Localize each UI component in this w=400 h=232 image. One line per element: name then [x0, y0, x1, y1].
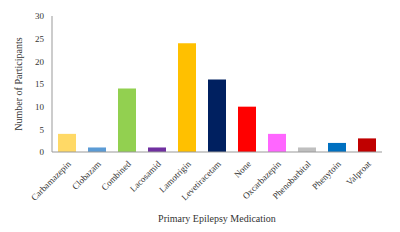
svg-text:20: 20 [35, 57, 45, 67]
svg-text:0: 0 [40, 147, 45, 157]
svg-text:Valproat: Valproat [344, 159, 373, 188]
svg-text:Clobazam: Clobazam [70, 159, 103, 192]
svg-text:Phenytoin: Phenytoin [310, 159, 343, 192]
svg-text:10: 10 [35, 102, 45, 112]
svg-text:Oxcarbazepin: Oxcarbazepin [240, 158, 283, 202]
svg-text:Number of Participants: Number of Participants [13, 37, 24, 130]
svg-text:Lacosamid: Lacosamid [127, 158, 163, 194]
svg-text:15: 15 [35, 79, 45, 89]
svg-text:Phenobarbital: Phenobarbital [271, 159, 314, 202]
svg-text:None: None [232, 159, 253, 180]
svg-text:25: 25 [35, 34, 45, 44]
svg-text:Carbamazepin: Carbamazepin [29, 159, 73, 203]
svg-text:Combined: Combined [99, 158, 133, 193]
svg-text:Lamotrigin: Lamotrigin [157, 158, 193, 195]
svg-text:Levetiracetam: Levetiracetam [179, 159, 222, 202]
svg-text:5: 5 [40, 125, 45, 135]
svg-text:30: 30 [35, 11, 45, 21]
svg-text:Primary Epilepsy Medication: Primary Epilepsy Medication [158, 213, 276, 224]
